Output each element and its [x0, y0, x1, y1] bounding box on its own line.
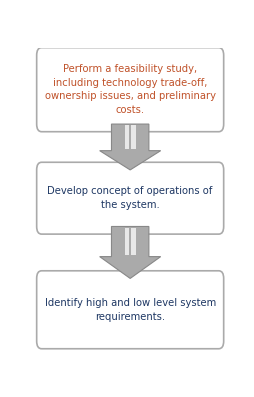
FancyBboxPatch shape — [37, 48, 224, 132]
Polygon shape — [100, 124, 161, 170]
Polygon shape — [125, 228, 129, 255]
Polygon shape — [100, 226, 161, 278]
Polygon shape — [131, 228, 136, 255]
FancyBboxPatch shape — [37, 162, 224, 234]
FancyBboxPatch shape — [37, 271, 224, 349]
Text: Develop concept of operations of
the system.: Develop concept of operations of the sys… — [47, 187, 213, 210]
Polygon shape — [125, 125, 129, 149]
Text: Perform a feasibility study,
including technology trade-off,
ownership issues, a: Perform a feasibility study, including t… — [45, 64, 216, 115]
Text: Identify high and low level system
requirements.: Identify high and low level system requi… — [44, 298, 216, 322]
Polygon shape — [131, 125, 136, 149]
